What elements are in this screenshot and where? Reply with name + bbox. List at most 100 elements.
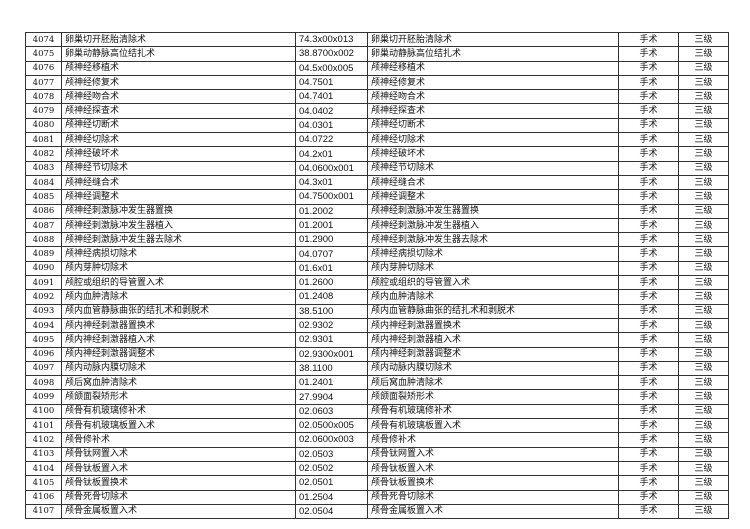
level-cell: 三级 bbox=[678, 360, 729, 377]
procedure-name-2-cell: 颅内神经刺激器调整术 bbox=[367, 346, 619, 362]
row-number-cell: 4105 bbox=[25, 475, 62, 491]
category-cell: 手术 bbox=[618, 275, 679, 291]
procedure-name-cell: 颅神经病损切除术 bbox=[61, 246, 296, 262]
row-number-cell: 4103 bbox=[25, 446, 62, 462]
procedure-name-2-cell: 颅骨钛网置入术 bbox=[367, 446, 619, 462]
procedure-name-cell: 颅内血管静脉曲张的结扎术和剥脱术 bbox=[61, 303, 296, 319]
procedure-name-2-cell: 卵巢动静脉高位结扎术 bbox=[367, 46, 619, 62]
procedure-name-2-cell: 卵巢切开胚胎清除术 bbox=[367, 31, 619, 48]
procedure-name-cell: 颅神经切除术 bbox=[61, 132, 296, 148]
category-cell: 手术 bbox=[618, 432, 679, 448]
procedure-name-2-cell: 颅神经修复术 bbox=[367, 74, 619, 91]
procedure-name-cell: 颅神经探查术 bbox=[61, 103, 296, 119]
row-number-cell: 4079 bbox=[25, 103, 62, 119]
procedure-name-2-cell: 颅骨钛板置换术 bbox=[367, 475, 619, 491]
procedure-name-2-cell: 颅颌面裂矫形术 bbox=[367, 389, 619, 405]
level-cell: 三级 bbox=[678, 31, 729, 48]
level-cell: 三级 bbox=[678, 375, 729, 391]
row-number-cell: 4097 bbox=[25, 360, 62, 377]
level-cell: 三级 bbox=[678, 460, 729, 477]
procedure-name-2-cell: 颅骨有机玻璃修补术 bbox=[367, 403, 619, 420]
procedure-code-cell: 01.6x01 bbox=[295, 260, 368, 277]
procedure-name-2-cell: 颅神经移植术 bbox=[367, 60, 619, 76]
category-cell: 手术 bbox=[618, 189, 679, 205]
level-cell: 三级 bbox=[678, 432, 729, 448]
procedure-code-cell: 04.0301 bbox=[295, 117, 368, 134]
procedure-name-cell: 颅神经切断术 bbox=[61, 117, 296, 134]
procedure-name-cell: 卵巢切开胚胎清除术 bbox=[61, 31, 296, 48]
category-cell: 手术 bbox=[618, 446, 679, 462]
row-number-cell: 4092 bbox=[25, 289, 62, 305]
procedure-name-2-cell: 颅神经刺激脉冲发生器植入 bbox=[367, 217, 619, 234]
procedure-name-cell: 颅骨死骨切除术 bbox=[61, 489, 296, 505]
row-number-cell: 4082 bbox=[25, 146, 62, 162]
procedure-code-cell: 02.9300x001 bbox=[295, 346, 368, 362]
procedure-table: 4074 卵巢切开胚胎清除术 74.3x00x013 卵巢切开胚胎清除术 手术 三级 407… bbox=[25, 31, 729, 520]
row-number-cell: 4088 bbox=[25, 232, 62, 248]
table-row: 4096 颅内神经刺激器调整术 02.9300x001 颅内神经刺激器调整术 手术 三级 bbox=[25, 346, 729, 362]
category-cell: 手术 bbox=[618, 289, 679, 305]
procedure-name-2-cell: 颅神经刺激脉冲发生器置换 bbox=[367, 203, 619, 219]
procedure-name-cell: 颅骨钛网置入术 bbox=[61, 446, 296, 462]
procedure-name-cell: 颅神经吻合术 bbox=[61, 89, 296, 105]
row-number-cell: 4078 bbox=[25, 89, 62, 105]
row-number-cell: 4096 bbox=[25, 346, 62, 362]
category-cell: 手术 bbox=[618, 317, 679, 334]
procedure-name-cell: 颅神经节切除术 bbox=[61, 160, 296, 176]
procedure-code-cell: 04.2x01 bbox=[295, 146, 368, 162]
row-number-cell: 4101 bbox=[25, 418, 62, 434]
level-cell: 三级 bbox=[678, 389, 729, 405]
procedure-name-2-cell: 颅神经节切除术 bbox=[367, 160, 619, 176]
category-cell: 手术 bbox=[618, 403, 679, 420]
level-cell: 三级 bbox=[678, 132, 729, 148]
procedure-name-cell: 颅神经破坏术 bbox=[61, 146, 296, 162]
procedure-name-2-cell: 颅骨有机玻璃板置入术 bbox=[367, 418, 619, 434]
category-cell: 手术 bbox=[618, 346, 679, 362]
category-cell: 手术 bbox=[618, 375, 679, 391]
procedure-name-2-cell: 颅神经吻合术 bbox=[367, 89, 619, 105]
row-number-cell: 4093 bbox=[25, 303, 62, 319]
level-cell: 三级 bbox=[678, 46, 729, 62]
table-row: 4088 颅神经刺激脉冲发生器去除术 01.2900 颅神经刺激脉冲发生器去除术 手术三… bbox=[25, 232, 729, 248]
procedure-name-2-cell: 颅骨钛板置入术 bbox=[367, 460, 619, 477]
procedure-code-cell: 02.0600x003 bbox=[295, 432, 368, 448]
procedure-name-cell: 颅神经调整术 bbox=[61, 189, 296, 205]
table-row: 4079 颅神经探查术 04.0402 颅神经探查术 手术 三级 bbox=[25, 103, 729, 119]
procedure-name-cell: 颅颌面裂矫形术 bbox=[61, 389, 296, 405]
row-number-cell: 4077 bbox=[25, 74, 62, 91]
procedure-code-cell: 01.2001 bbox=[295, 217, 368, 234]
procedure-code-cell: 04.0600x001 bbox=[295, 160, 368, 176]
row-number-cell: 4091 bbox=[25, 275, 62, 291]
procedure-name-cell: 颅内芽肿切除术 bbox=[61, 260, 296, 277]
table-row: 4087 颅神经刺激脉冲发生器植入 01.2001 颅神经刺激脉冲发生器植入 手术 三级 bbox=[25, 217, 729, 234]
category-cell: 手术 bbox=[618, 246, 679, 262]
category-cell: 手术 bbox=[618, 46, 679, 62]
table-row: 4097 颅内动脉内膜切除术 38.1100 颅内动脉内膜切除术 手术 三级 bbox=[25, 360, 729, 377]
table-body: 4074 卵巢切开胚胎清除术 74.3x00x013 卵巢切开胚胎清除术 手术 三级 407… bbox=[25, 31, 729, 520]
procedure-code-cell: 04.5x00x005 bbox=[295, 60, 368, 76]
procedure-name-2-cell: 颅骨死骨切除术 bbox=[367, 489, 619, 505]
table-row: 4074 卵巢切开胚胎清除术 74.3x00x013 卵巢切开胚胎清除术 手术 三级 bbox=[25, 31, 729, 48]
table-row: 4104 颅骨钛板置入术 02.0502 颅骨钛板置入术 手术 三级 bbox=[25, 460, 729, 477]
category-cell: 手术 bbox=[618, 460, 679, 477]
row-number-cell: 4107 bbox=[25, 503, 62, 520]
table-row: 4080 颅神经切断术 04.0301 颅神经切断术 手术 三级 bbox=[25, 117, 729, 134]
table-row: 4095 颅内神经刺激器植入术 02.9301 颅内神经刺激器植入术 手术 三级 bbox=[25, 332, 729, 348]
procedure-name-cell: 颅内血肿清除术 bbox=[61, 289, 296, 305]
procedure-name-2-cell: 颅内血肿清除术 bbox=[367, 289, 619, 305]
category-cell: 手术 bbox=[618, 132, 679, 148]
level-cell: 三级 bbox=[678, 160, 729, 176]
procedure-name-2-cell: 颅神经切断术 bbox=[367, 117, 619, 134]
row-number-cell: 4099 bbox=[25, 389, 62, 405]
procedure-code-cell: 01.2504 bbox=[295, 489, 368, 505]
procedure-code-cell: 04.0402 bbox=[295, 103, 368, 119]
table-row: 4083 颅神经节切除术 04.0600x001 颅神经节切除术 手术 三级 bbox=[25, 160, 729, 176]
level-cell: 三级 bbox=[678, 289, 729, 305]
category-cell: 手术 bbox=[618, 146, 679, 162]
level-cell: 三级 bbox=[678, 403, 729, 420]
procedure-name-2-cell: 颅骨修补术 bbox=[367, 432, 619, 448]
procedure-name-cell: 颅神经修复术 bbox=[61, 74, 296, 91]
table-row: 4092 颅内血肿清除术 01.2408 颅内血肿清除术 手术 三级 bbox=[25, 289, 729, 305]
procedure-name-2-cell: 颅神经缝合术 bbox=[367, 174, 619, 191]
procedure-code-cell: 01.2900 bbox=[295, 232, 368, 248]
